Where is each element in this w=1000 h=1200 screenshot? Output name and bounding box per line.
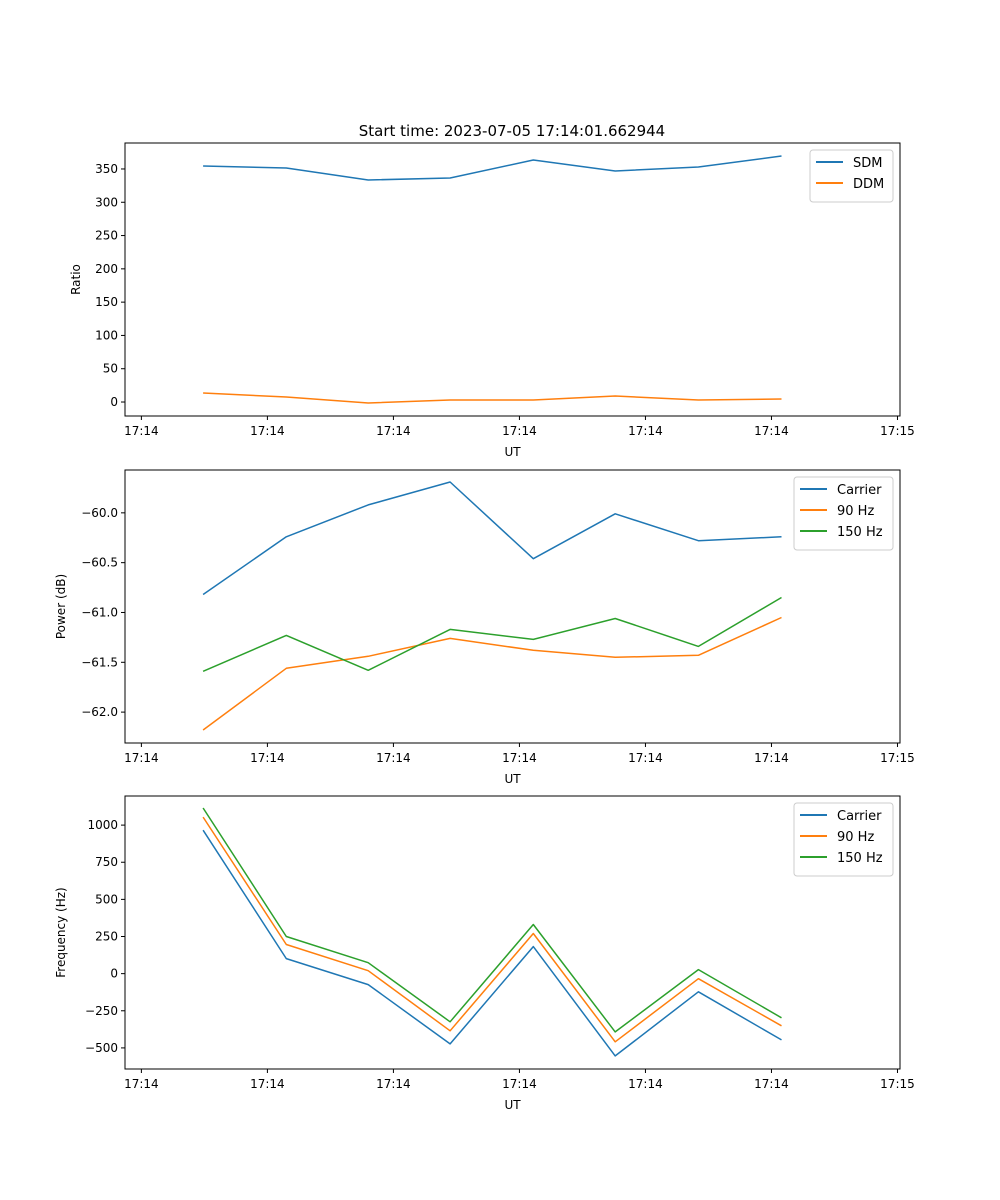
y-axis-label: Frequency (Hz): [54, 887, 68, 978]
y-tick-label: −62.0: [81, 705, 118, 719]
axes-frame: [124, 142, 901, 417]
y-axis-label: Power (dB): [54, 574, 68, 639]
x-tick-label: 17:14: [502, 751, 537, 765]
y-tick-label: −61.0: [81, 605, 118, 619]
series-line-90-hz: [202, 816, 782, 1043]
x-tick-label: 17:14: [376, 751, 411, 765]
series-line-90-hz: [202, 616, 782, 731]
x-tick-label: 17:14: [502, 424, 537, 438]
axes-frame: [124, 469, 901, 744]
y-tick-label: 500: [95, 892, 118, 906]
figure-title: Start time: 2023-07-05 17:14:01.662944: [359, 122, 665, 140]
y-tick-label: −61.5: [81, 655, 118, 669]
y-tick-label: 50: [103, 362, 118, 376]
x-tick-label: 17:15: [880, 1077, 915, 1091]
x-tick-label: 17:15: [880, 751, 915, 765]
x-tick-label: 17:14: [376, 1077, 411, 1091]
legend-label: 90 Hz: [837, 504, 874, 519]
y-tick-label: −60.0: [81, 506, 118, 520]
x-tick-label: 17:14: [628, 751, 663, 765]
series-line-sdm: [203, 155, 782, 181]
x-tick-label: 17:14: [754, 424, 789, 438]
legend-label: 150 Hz: [837, 525, 883, 540]
x-tick-label: 17:14: [124, 424, 159, 438]
y-tick-label: 0: [110, 967, 118, 981]
y-tick-label: 100: [95, 328, 118, 342]
x-axis-label: UT: [504, 1098, 521, 1112]
y-tick-label: −500: [85, 1041, 118, 1055]
x-tick-label: 17:14: [502, 1077, 537, 1091]
x-axis-label: UT: [504, 772, 521, 786]
x-tick-label: 17:14: [250, 1077, 285, 1091]
series-line-150-hz: [202, 596, 782, 672]
legend-label: 90 Hz: [837, 830, 874, 845]
y-tick-label: 750: [95, 855, 118, 869]
x-tick-label: 17:14: [628, 1077, 663, 1091]
y-tick-label: 350: [95, 162, 118, 176]
legend-label: SDM: [853, 156, 882, 171]
x-tick-label: 17:14: [754, 1077, 789, 1091]
y-tick-label: 1000: [87, 818, 118, 832]
x-axis-label: UT: [504, 445, 521, 459]
x-tick-label: 17:14: [754, 751, 789, 765]
y-tick-label: 0: [110, 395, 118, 409]
y-tick-label: 200: [95, 262, 118, 276]
x-tick-label: 17:14: [124, 751, 159, 765]
x-tick-label: 17:14: [250, 424, 285, 438]
y-tick-label: 150: [95, 295, 118, 309]
y-tick-label: −250: [85, 1004, 118, 1018]
legend-label: Carrier: [837, 483, 882, 498]
x-tick-label: 17:14: [250, 751, 285, 765]
legend-label: DDM: [853, 177, 884, 192]
x-tick-label: 17:14: [376, 424, 411, 438]
axes-frame: [124, 795, 901, 1070]
legend-label: Carrier: [837, 809, 882, 824]
y-tick-label: −60.5: [81, 556, 118, 570]
series-line-carrier: [202, 829, 782, 1057]
y-tick-label: 250: [95, 930, 118, 944]
series-line-ddm: [203, 392, 782, 404]
y-tick-label: 300: [95, 195, 118, 209]
x-tick-label: 17:14: [628, 424, 663, 438]
y-tick-label: 250: [95, 229, 118, 243]
y-axis-label: Ratio: [69, 264, 83, 295]
legend-label: 150 Hz: [837, 851, 883, 866]
x-tick-label: 17:15: [880, 424, 915, 438]
series-line-carrier: [202, 481, 782, 596]
x-tick-label: 17:14: [124, 1077, 159, 1091]
series-line-150-hz: [202, 807, 782, 1033]
